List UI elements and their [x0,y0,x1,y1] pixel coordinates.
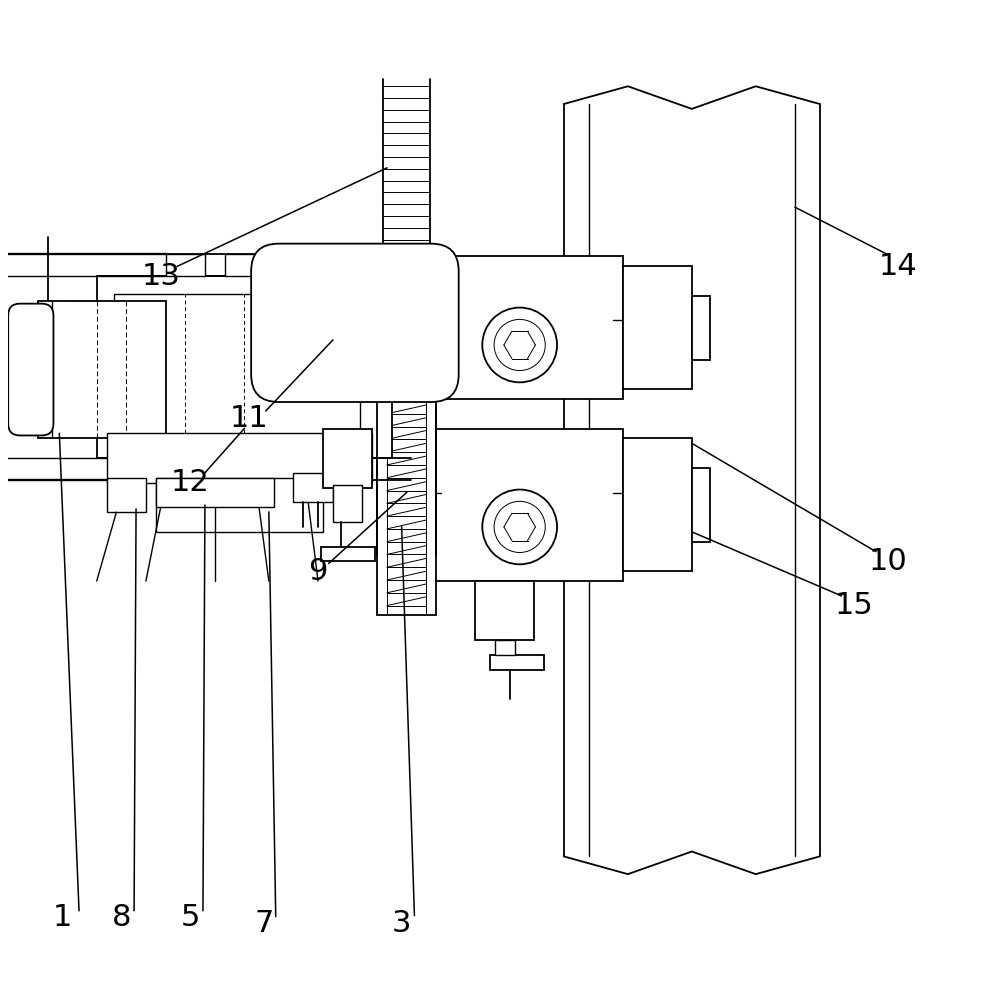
Text: 1: 1 [53,903,72,932]
Text: 7: 7 [254,909,274,938]
Bar [156,478,274,507]
Circle shape [482,490,557,564]
FancyBboxPatch shape [251,243,459,402]
Bar [623,438,692,571]
Bar [416,487,428,499]
Text: 11: 11 [230,404,269,433]
Text: 8: 8 [112,903,131,932]
Bar [416,314,428,327]
Bar [431,256,623,399]
Bar [495,640,515,655]
Bar [166,254,205,276]
Bar [475,581,534,640]
Bar [293,473,333,502]
Bar [692,296,710,360]
Bar [625,486,640,500]
Bar [166,458,205,480]
Text: 12: 12 [171,468,210,497]
Text: 15: 15 [835,591,873,621]
Text: 3: 3 [392,909,411,938]
Bar [69,300,99,433]
Bar [333,485,362,522]
Bar [490,655,544,670]
Text: 9: 9 [308,557,328,586]
Bar [323,428,372,488]
Circle shape [482,307,557,382]
Circle shape [494,319,545,370]
Bar [225,254,264,276]
Bar [38,300,166,438]
Bar [377,256,436,616]
FancyBboxPatch shape [8,303,53,435]
Bar [114,294,360,440]
Bar [156,478,323,532]
Text: 14: 14 [879,252,918,281]
Circle shape [494,501,545,553]
Bar [623,266,692,389]
Bar [107,478,146,512]
Text: 13: 13 [141,262,180,291]
Bar [431,428,623,581]
Bar [692,468,710,542]
Bar [107,433,372,483]
Bar [625,313,640,328]
Text: 5: 5 [180,903,200,932]
Bar [321,547,375,561]
Bar [225,458,264,480]
Bar [97,276,392,458]
Text: 10: 10 [869,547,908,576]
